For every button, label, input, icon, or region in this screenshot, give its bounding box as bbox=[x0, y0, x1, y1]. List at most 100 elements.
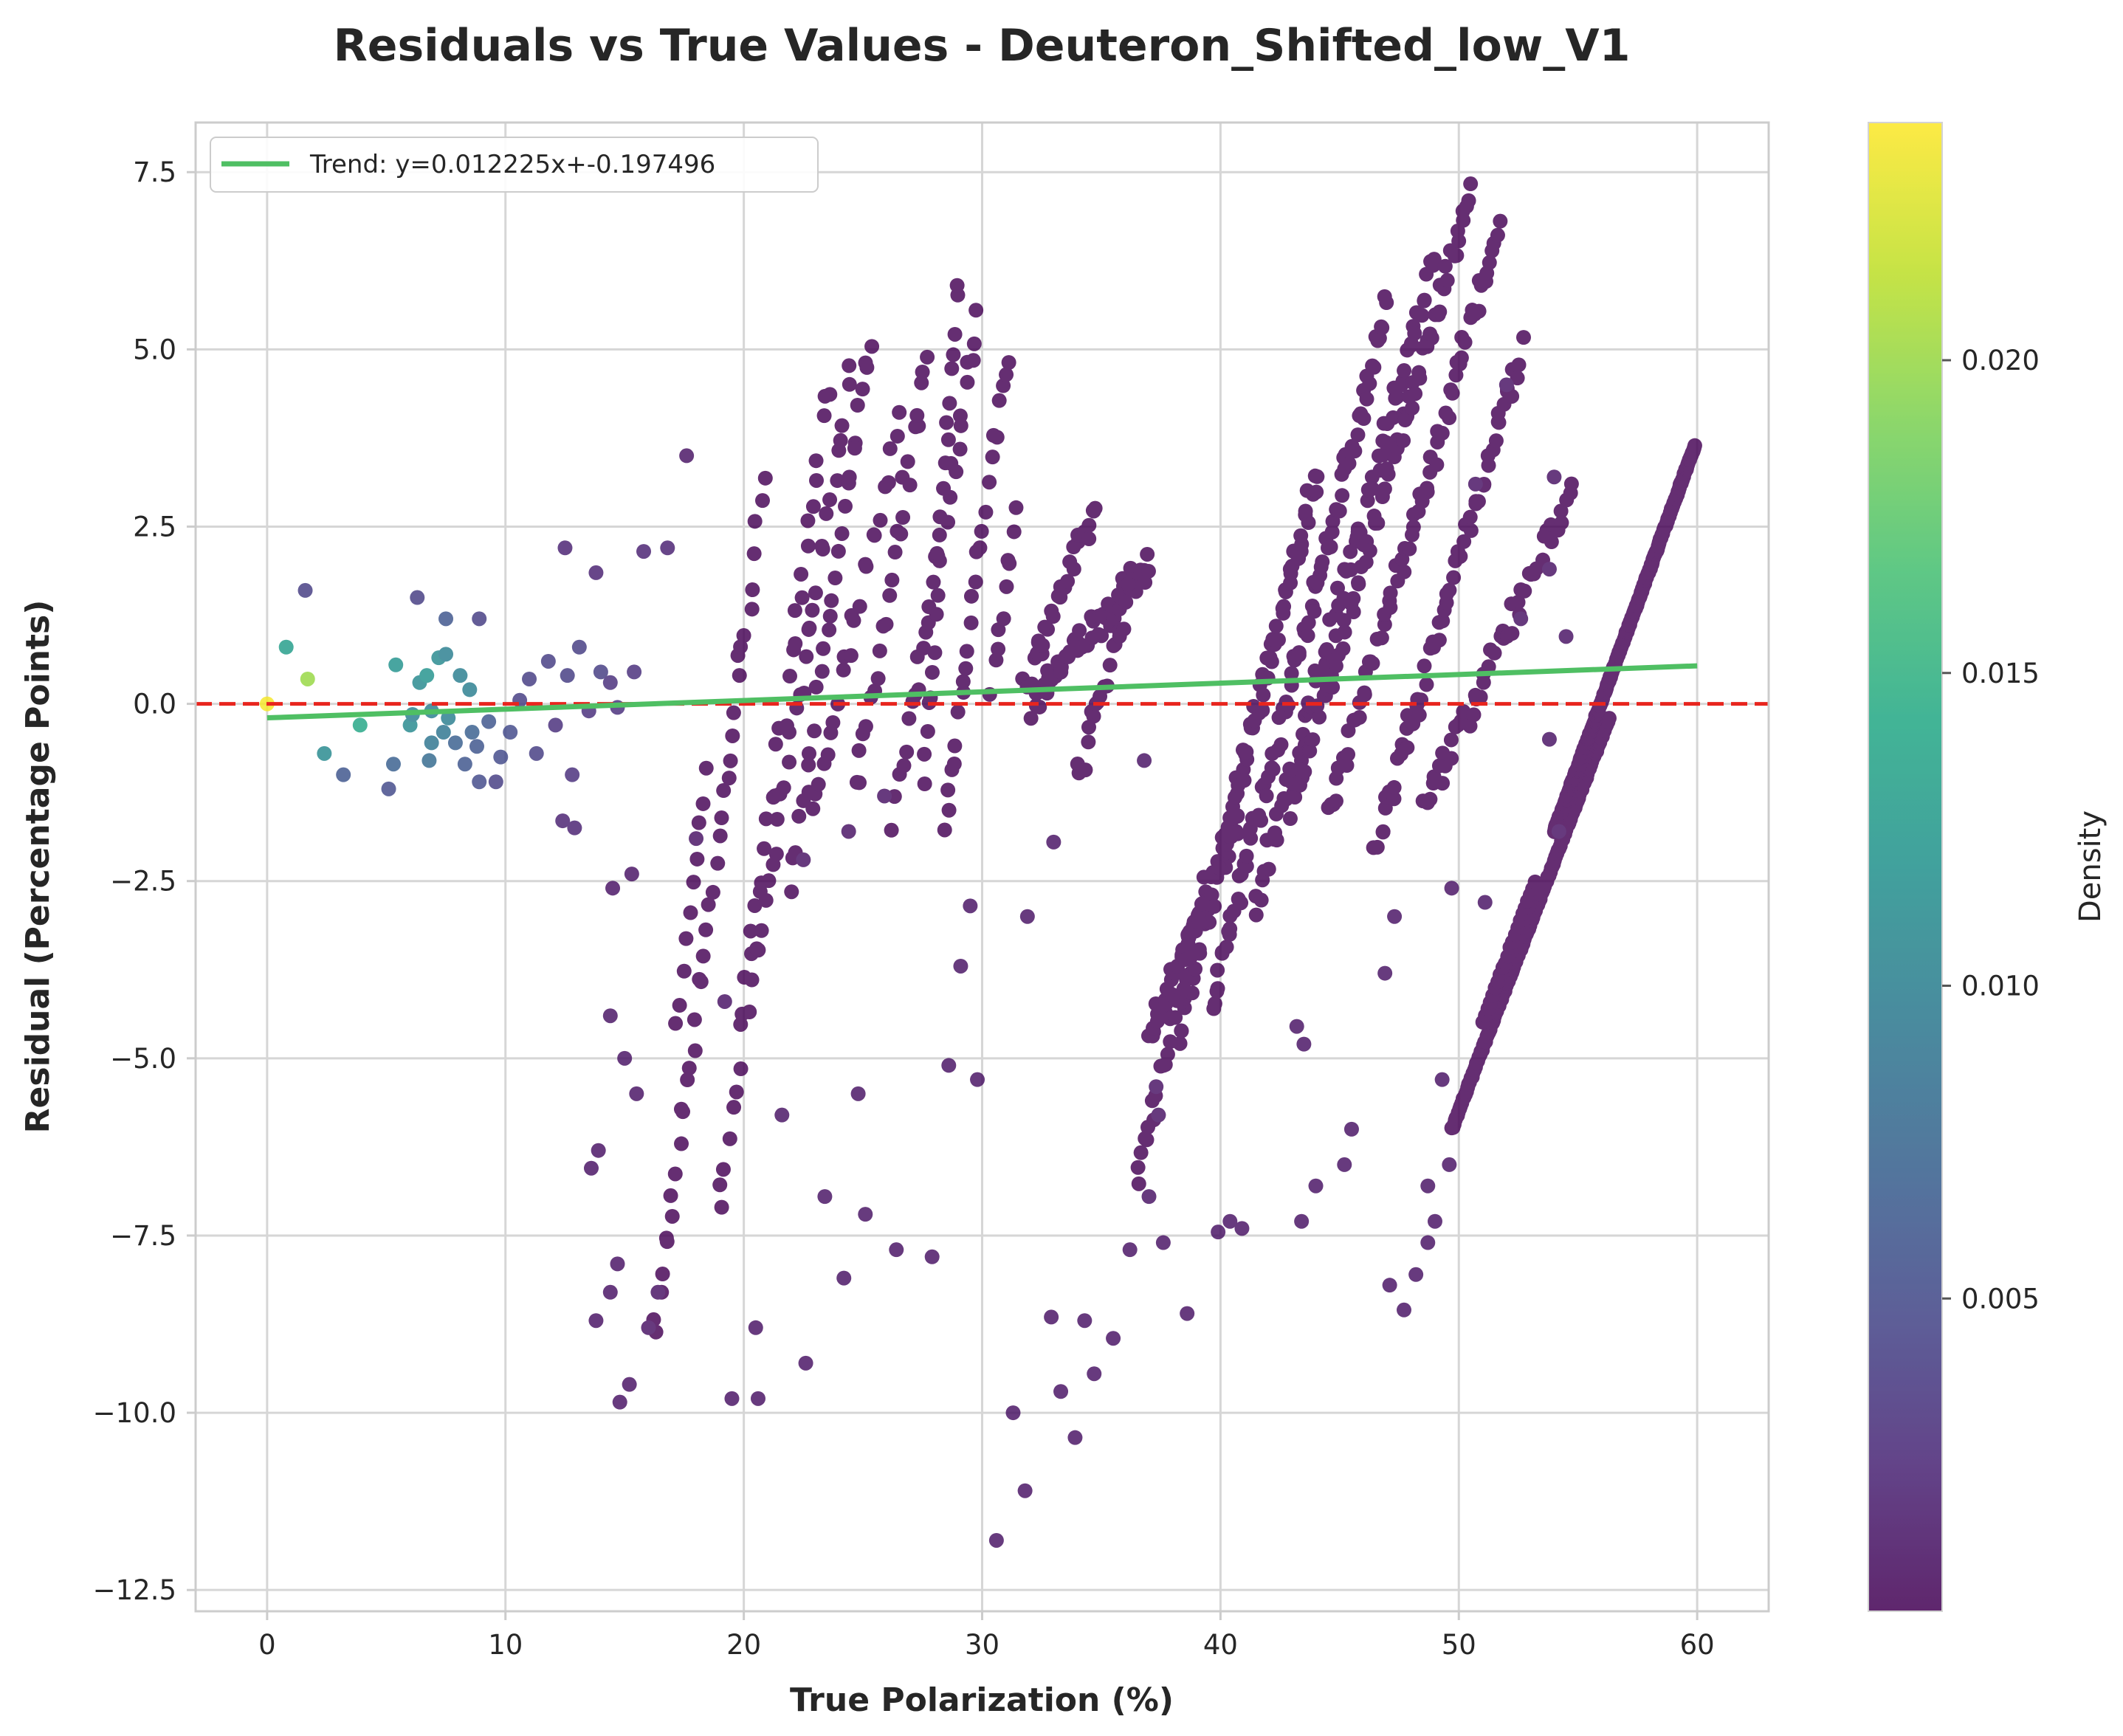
data-point bbox=[1130, 1160, 1146, 1175]
data-point bbox=[627, 664, 642, 680]
colorbar-tick-label: 0.010 bbox=[1961, 971, 2040, 1002]
data-point bbox=[1341, 455, 1357, 471]
data-point bbox=[968, 574, 983, 590]
data-point bbox=[1236, 773, 1252, 788]
data-point bbox=[419, 668, 435, 683]
data-point bbox=[991, 393, 1007, 408]
data-point bbox=[1156, 1058, 1171, 1073]
data-point bbox=[1431, 633, 1447, 648]
data-point bbox=[968, 303, 984, 318]
data-point bbox=[1006, 524, 1022, 540]
data-point bbox=[1434, 1072, 1450, 1087]
data-point bbox=[1554, 515, 1569, 531]
data-point bbox=[472, 611, 487, 627]
data-point bbox=[1312, 709, 1327, 725]
data-point bbox=[881, 475, 896, 490]
data-point bbox=[822, 387, 838, 402]
data-point bbox=[1453, 548, 1468, 564]
data-point bbox=[798, 1355, 813, 1371]
data-point bbox=[1196, 869, 1211, 885]
data-point bbox=[1379, 461, 1394, 477]
data-point bbox=[1293, 528, 1309, 543]
data-point bbox=[942, 396, 957, 411]
data-point bbox=[1442, 582, 1457, 598]
data-point bbox=[1273, 737, 1289, 752]
data-point bbox=[683, 905, 698, 920]
data-point bbox=[929, 607, 944, 622]
data-point bbox=[1301, 515, 1316, 531]
data-point bbox=[1008, 500, 1024, 515]
data-point bbox=[1366, 359, 1382, 375]
y-tick-label: −7.5 bbox=[110, 1220, 176, 1252]
y-tick-label: 7.5 bbox=[133, 156, 176, 188]
data-point bbox=[949, 278, 965, 293]
data-point bbox=[1377, 481, 1392, 497]
data-point bbox=[1504, 626, 1520, 641]
data-point bbox=[680, 1072, 695, 1088]
data-point bbox=[805, 499, 821, 514]
data-point bbox=[1396, 1302, 1411, 1318]
data-point bbox=[1155, 1235, 1171, 1250]
colorbar-gradient bbox=[1868, 122, 1943, 1612]
data-point bbox=[1032, 699, 1047, 714]
data-point bbox=[1045, 609, 1061, 624]
data-point bbox=[757, 470, 773, 486]
data-point bbox=[679, 448, 695, 464]
data-point bbox=[1484, 243, 1500, 258]
data-point bbox=[1444, 881, 1459, 896]
data-point bbox=[1510, 594, 1526, 610]
data-point bbox=[1301, 615, 1316, 630]
data-point bbox=[1319, 642, 1335, 658]
trend-line bbox=[266, 663, 1698, 721]
data-point bbox=[761, 873, 777, 889]
data-point bbox=[924, 664, 940, 680]
data-point bbox=[1427, 1213, 1442, 1229]
data-point bbox=[716, 783, 732, 799]
data-point bbox=[687, 1043, 703, 1058]
data-point bbox=[462, 682, 478, 698]
data-point bbox=[1563, 476, 1579, 492]
data-point bbox=[836, 662, 851, 678]
data-point bbox=[776, 780, 791, 796]
data-point bbox=[1407, 326, 1422, 341]
x-tick-label: 60 bbox=[1680, 1629, 1715, 1661]
data-point bbox=[1298, 503, 1313, 519]
data-point bbox=[1138, 575, 1153, 590]
data-point bbox=[877, 788, 892, 804]
data-point bbox=[668, 1016, 684, 1031]
data-point bbox=[1151, 1107, 1166, 1123]
data-point bbox=[1183, 950, 1198, 965]
data-point bbox=[805, 602, 820, 618]
data-point bbox=[1403, 338, 1419, 354]
data-point bbox=[920, 349, 935, 365]
data-point bbox=[917, 746, 932, 762]
data-point bbox=[1226, 807, 1242, 823]
data-point bbox=[1282, 811, 1298, 827]
data-point bbox=[1434, 425, 1450, 441]
data-point bbox=[872, 643, 887, 658]
data-point bbox=[723, 753, 738, 768]
data-point bbox=[1131, 1176, 1146, 1191]
legend: Trend: y=0.012225x+-0.197496 bbox=[210, 137, 819, 193]
data-point bbox=[715, 1162, 731, 1177]
data-point bbox=[1305, 732, 1321, 748]
data-point bbox=[947, 326, 963, 342]
data-point bbox=[567, 820, 582, 836]
data-point bbox=[1442, 410, 1457, 426]
data-point bbox=[958, 661, 974, 676]
data-point bbox=[1459, 199, 1474, 214]
data-point bbox=[1176, 981, 1191, 996]
data-point bbox=[1517, 583, 1532, 599]
data-point bbox=[1001, 355, 1016, 371]
data-point bbox=[1444, 751, 1459, 766]
data-point bbox=[1339, 757, 1355, 773]
data-point bbox=[1400, 740, 1415, 755]
data-point bbox=[1453, 350, 1469, 365]
data-point bbox=[794, 566, 809, 582]
data-point bbox=[1420, 480, 1435, 496]
scatter-points bbox=[259, 176, 1702, 1548]
data-point bbox=[1140, 546, 1155, 562]
data-point bbox=[1493, 213, 1508, 229]
data-point bbox=[1463, 176, 1479, 192]
